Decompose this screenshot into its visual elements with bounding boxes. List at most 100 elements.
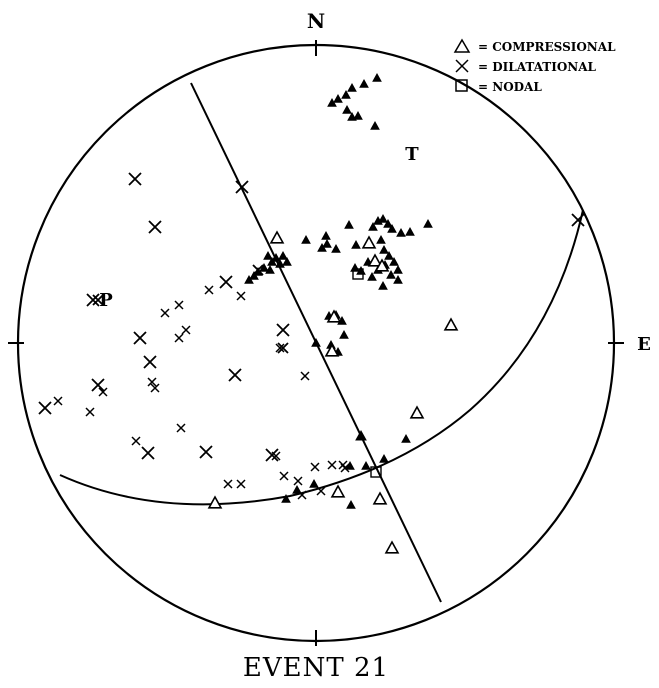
dilatational-marker [160,308,170,318]
compressional-marker [359,78,369,88]
dilatational-marker [297,490,307,500]
compressional-marker [346,499,356,509]
compressional-marker [347,82,357,92]
nodal-plane-curved [59,209,584,506]
compressional-marker [322,238,332,248]
dilatational-marker [571,213,585,227]
compressional-marker [370,120,380,130]
dilatational-marker [174,300,184,310]
dilatational-marker [98,387,108,397]
compressional-marker [384,250,394,260]
dilatational-marker [276,323,290,337]
compressional-marker [393,274,403,284]
dilatational-marker [128,172,142,186]
legend-square-icon [455,79,468,92]
compressional-marker [263,250,273,260]
dilatational-marker [92,294,104,306]
nodal-marker [370,466,382,478]
dilatational-marker [338,460,348,470]
compressional-marker [396,227,406,237]
compressional-marker [324,343,340,357]
event-title: EVENT 21 [243,653,389,683]
dilatational-marker [327,460,337,470]
compressional-marker [401,433,411,443]
compressional-marker [353,110,363,120]
compressional-marker [372,491,388,505]
dilatational-marker [150,383,160,393]
dilatational-marker [53,396,63,406]
compressional-marker [378,213,388,223]
compressional-marker [374,258,390,272]
compressional-marker [351,239,361,249]
dilatational-marker [252,264,264,276]
dilatational-marker [316,486,326,496]
dilatational-marker [235,180,249,194]
compressional-marker [443,317,459,331]
legend-triangle-icon [453,38,471,53]
compressional-marker [386,269,396,279]
compressional-marker [361,235,377,249]
compressional-marker [355,429,367,441]
dilatational-marker [131,436,141,446]
legend-nodal-label: = NODAL [478,80,542,94]
legend-dilatational-label: = DILATATIONAL [478,60,597,74]
compressional-marker [368,221,378,231]
dilatational-marker [293,476,303,486]
compressional-marker [384,540,400,554]
dilatational-marker [279,471,289,481]
compressional-marker [339,329,349,339]
dilatational-marker [219,275,233,289]
compressional-marker [249,270,259,280]
compressional-marker [361,460,371,470]
dilatational-marker [236,291,246,301]
nodal-marker [352,268,364,280]
dilatational-marker [181,325,191,335]
dilatational-marker [228,368,242,382]
compressional-marker [405,226,415,236]
dilatational-marker [277,342,289,354]
compressional-marker [309,478,319,488]
compressional-marker [372,72,382,82]
north-label: N [307,9,325,33]
dilatational-marker [223,479,233,489]
polarity-symbols [38,72,585,554]
compressional-marker [367,253,383,267]
dilatational-marker [38,401,52,415]
compressional-marker [393,264,403,274]
dilatational-marker [176,423,186,433]
compressional-marker [379,453,389,463]
compressional-marker [271,252,281,262]
compressional-marker [326,309,342,323]
legend-cross-icon [455,59,469,73]
dilatational-marker [275,343,285,353]
compressional-marker [344,219,354,229]
compressional-marker [278,250,288,260]
legend: = COMPRESSIONAL = DILATATIONAL = NODAL [453,38,616,94]
compressional-marker [389,256,399,266]
compressional-marker [269,230,285,244]
east-label: E [637,334,651,355]
compressional-marker [282,256,292,266]
compressional-marker [342,104,352,114]
compressional-marker [367,271,377,281]
dilatational-marker [204,285,214,295]
dilatational-marker [91,378,105,392]
compressional-marker [207,495,223,509]
dilatational-marker [85,407,95,417]
compressional-marker [387,223,397,233]
compressional-marker [321,230,331,240]
dilatational-marker [300,371,310,381]
compressional-marker [383,218,393,228]
compressional-marker [281,493,291,503]
t-axis-label: T [405,144,419,165]
dilatational-marker [147,377,157,387]
dilatational-marker [133,331,147,345]
p-axis-label: P [99,290,113,311]
compressional-marker [259,262,269,272]
compressional-marker [379,244,389,254]
dilatational-marker [174,333,184,343]
dilatational-marker [148,220,162,234]
compressional-marker [376,234,386,244]
compressional-marker [301,234,311,244]
